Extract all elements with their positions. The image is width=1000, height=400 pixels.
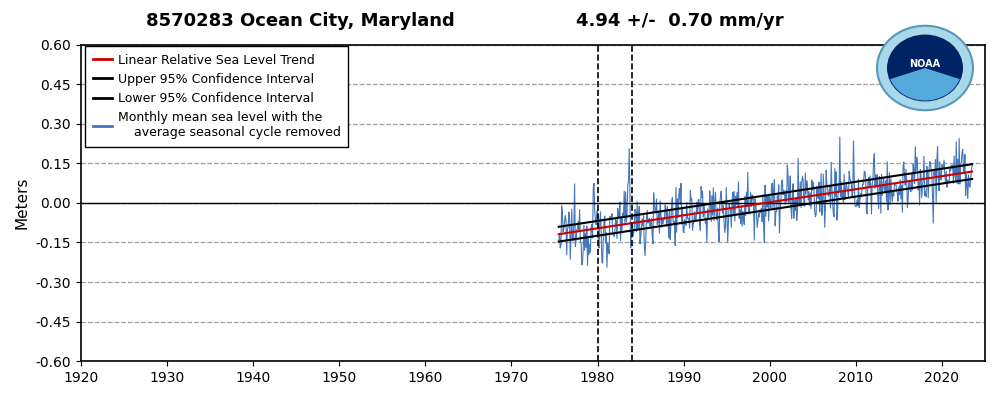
- Text: 4.94 +/-  0.70 mm/yr: 4.94 +/- 0.70 mm/yr: [576, 12, 784, 30]
- Text: 8570283 Ocean City, Maryland: 8570283 Ocean City, Maryland: [146, 12, 454, 30]
- Legend: Linear Relative Sea Level Trend, Upper 95% Confidence Interval, Lower 95% Confid: Linear Relative Sea Level Trend, Upper 9…: [85, 46, 348, 147]
- Y-axis label: Meters: Meters: [15, 177, 30, 229]
- Circle shape: [877, 26, 973, 110]
- Text: NOAA: NOAA: [909, 59, 941, 69]
- Wedge shape: [890, 68, 960, 100]
- Circle shape: [887, 34, 963, 102]
